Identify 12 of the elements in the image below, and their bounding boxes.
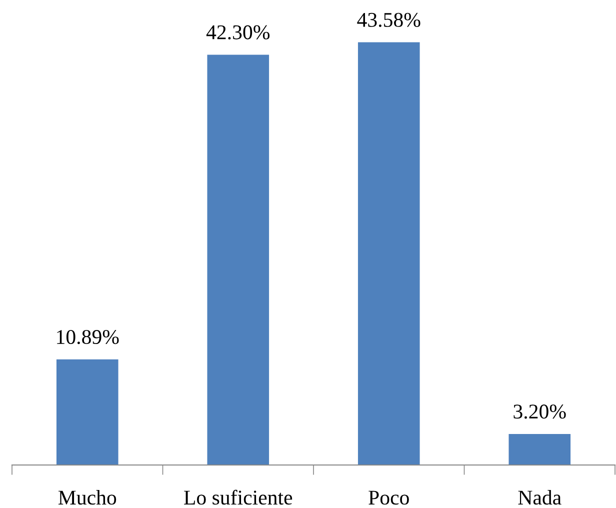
x-tick-label: Lo suficiente bbox=[184, 490, 292, 505]
data-label: 10.89% bbox=[57, 330, 119, 344]
bar bbox=[358, 42, 420, 465]
data-label: 3.20% bbox=[514, 404, 566, 419]
data-label: 42.30% bbox=[206, 25, 270, 40]
x-tick-label: Nada bbox=[518, 490, 562, 505]
data-label: 43.58% bbox=[357, 12, 420, 28]
x-tick-label: Poco bbox=[368, 490, 409, 505]
bar bbox=[207, 54, 270, 465]
bar bbox=[56, 359, 118, 465]
x-tick-label: Mucho bbox=[58, 490, 116, 505]
bar bbox=[508, 434, 571, 465]
